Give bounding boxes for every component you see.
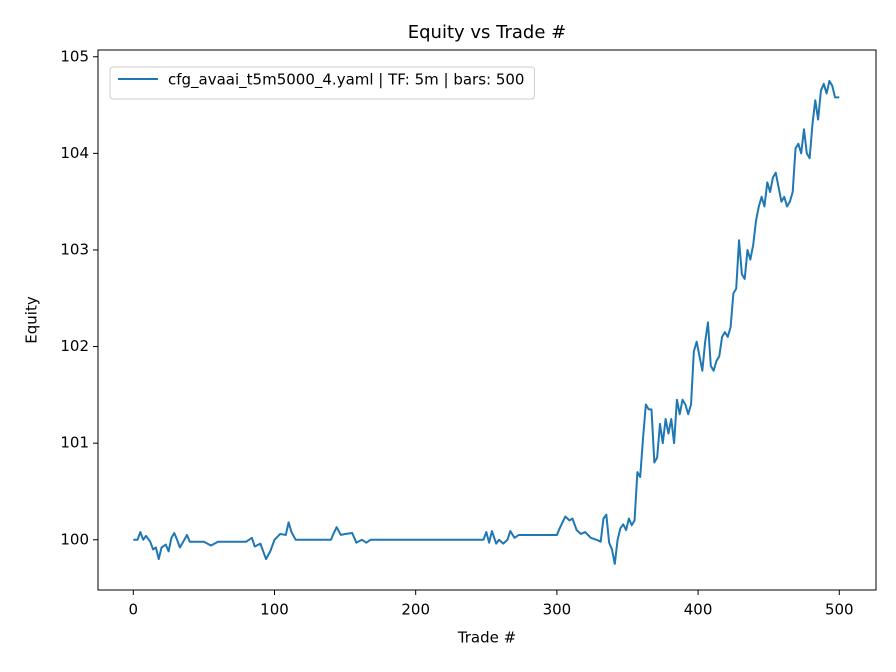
plot-frame [97, 49, 877, 591]
x-axis-label: Trade # [457, 629, 516, 647]
y-tick-label: 100 [60, 530, 89, 548]
x-tick-label: 200 [401, 601, 430, 619]
x-tick-label: 500 [825, 601, 854, 619]
x-tick-label: 0 [129, 601, 139, 619]
y-tick-label: 105 [60, 47, 89, 65]
y-tick-label: 103 [60, 240, 89, 258]
x-tick-label: 100 [260, 601, 289, 619]
y-tick-label: 101 [60, 434, 89, 452]
legend-box [109, 66, 535, 100]
chart-title: Equity vs Trade # [408, 22, 566, 43]
x-tick-label: 300 [543, 601, 572, 619]
legend-label: cfg_avaai_t5m5000_4.yaml | TF: 5m | bars… [168, 71, 524, 90]
y-axis-label: Equity [23, 296, 41, 344]
legend: cfg_avaai_t5m5000_4.yaml | TF: 5m | bars… [109, 66, 535, 100]
y-tick-label: 104 [60, 144, 89, 162]
data-line [133, 79, 840, 565]
y-tick-label: 102 [60, 337, 89, 355]
x-tick-label: 400 [684, 601, 713, 619]
